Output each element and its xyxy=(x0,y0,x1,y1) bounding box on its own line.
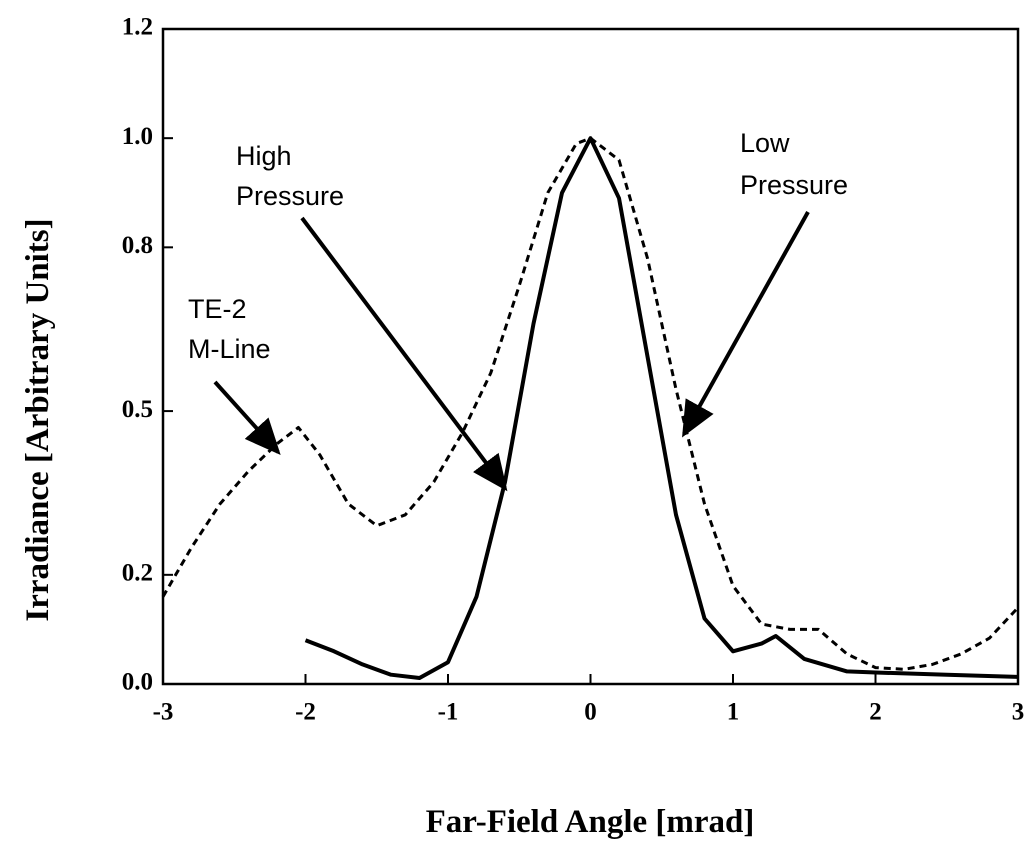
annotation-line: Pressure xyxy=(740,170,848,200)
y-tick-label: 0.2 xyxy=(122,560,153,587)
annotation-arrow xyxy=(213,380,281,455)
annotation-line: TE-2 xyxy=(188,294,247,324)
series-line xyxy=(161,136,1020,671)
series-line xyxy=(304,136,1019,680)
x-tick-label: -3 xyxy=(153,699,174,726)
annotation: Low Pressure xyxy=(740,128,848,200)
plot-frame xyxy=(161,27,1020,686)
y-tick-label: 0.5 xyxy=(122,396,153,423)
annotation-arrow xyxy=(682,211,810,438)
x-tick-label: -1 xyxy=(438,699,459,726)
x-tick-label: 3 xyxy=(1012,699,1025,726)
y-tick-label: 1.2 xyxy=(122,14,153,41)
annotation-line: Low xyxy=(740,128,790,158)
annotation-arrow xyxy=(300,216,508,492)
x-tick-label: -2 xyxy=(295,699,316,726)
annotation-line: M-Line xyxy=(188,334,271,364)
y-tick-label: 1.0 xyxy=(122,123,153,150)
annotation: TE-2 M-Line xyxy=(188,294,271,364)
x-axis-title: Far-Field Angle [mrad] xyxy=(426,804,755,840)
annotation: High Pressure xyxy=(236,141,344,211)
y-tick-label: 0.8 xyxy=(122,232,153,259)
annotation-line: High xyxy=(236,141,292,171)
y-axis-title: Irradiance [Arbitrary Units] xyxy=(20,218,56,621)
x-tick-label: 1 xyxy=(727,699,740,726)
y-tick-label: 0.0 xyxy=(122,669,153,696)
x-tick-label: 0 xyxy=(584,699,597,726)
annotation-line: Pressure xyxy=(236,181,344,211)
x-tick-label: 2 xyxy=(869,699,882,726)
